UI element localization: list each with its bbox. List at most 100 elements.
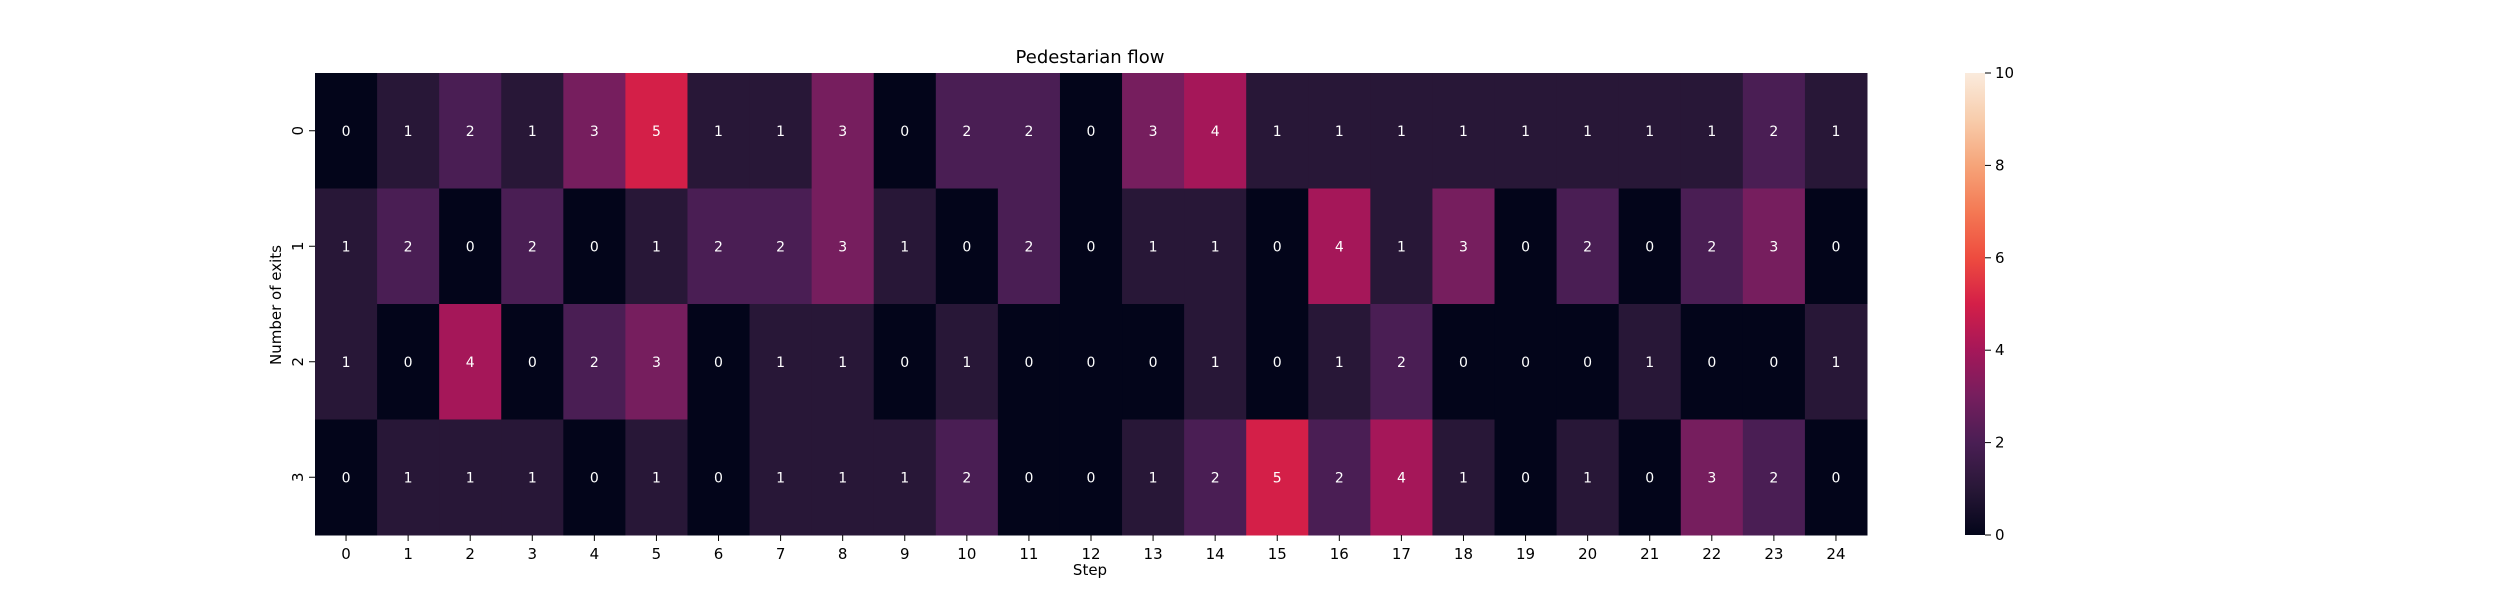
chart-title: Pedestarian flow xyxy=(1016,47,1165,68)
heatmap-cell xyxy=(563,304,626,420)
heatmap-cell-value: 1 xyxy=(838,470,847,486)
heatmap-cell-value: 1 xyxy=(528,124,537,140)
heatmap-cell xyxy=(997,73,1061,189)
heatmap-cell xyxy=(1432,419,1496,536)
heatmap-cell-value: 2 xyxy=(776,239,785,255)
heatmap-cell-value: 1 xyxy=(1397,124,1406,140)
heatmap-cell xyxy=(687,304,751,420)
heatmap-cell-value: 0 xyxy=(1087,239,1096,255)
heatmap-cell xyxy=(1122,73,1185,189)
heatmap-cell xyxy=(1246,304,1309,420)
heatmap-cell-value: 1 xyxy=(1459,124,1468,140)
heatmap-cell-value: 2 xyxy=(1335,470,1344,486)
x-tick-label: 13 xyxy=(1144,545,1163,563)
x-tick-label: 18 xyxy=(1454,545,1473,563)
heatmap-cell xyxy=(1432,304,1496,420)
heatmap-cell xyxy=(1804,188,1868,305)
colorbar xyxy=(1965,73,1985,535)
heatmap-cell xyxy=(315,188,378,305)
x-tick-label: 6 xyxy=(714,545,724,563)
colorbar-tick-label: 8 xyxy=(1995,156,2005,174)
heatmap-cell-value: 5 xyxy=(652,124,661,140)
heatmap-cell xyxy=(1059,188,1123,305)
heatmap-cell xyxy=(377,188,440,305)
heatmap-cell xyxy=(1059,419,1123,536)
heatmap-cell-value: 1 xyxy=(1583,470,1592,486)
heatmap-cell xyxy=(1184,304,1247,420)
heatmap-cell xyxy=(377,73,440,189)
y-tick-label: 1 xyxy=(289,241,307,251)
heatmap-cell xyxy=(563,188,626,305)
heatmap-cell xyxy=(811,304,875,420)
heatmap-cell-value: 1 xyxy=(652,470,661,486)
colorbar-tick-label: 6 xyxy=(1995,249,2005,267)
heatmap-cell-value: 2 xyxy=(1024,124,1033,140)
x-tick-label: 0 xyxy=(341,545,351,563)
heatmap-cell-value: 1 xyxy=(1645,355,1654,371)
heatmap-cell-value: 0 xyxy=(1273,355,1282,371)
y-tick-label: 0 xyxy=(289,126,307,136)
heatmap-cell-value: 2 xyxy=(528,239,537,255)
heatmap-cell xyxy=(439,304,502,420)
heatmap-cell xyxy=(315,419,378,536)
heatmap-cell-value: 0 xyxy=(590,239,599,255)
heatmap-cell xyxy=(1432,188,1496,305)
x-axis-ticks: 0 1 2 3 4 5 6 7 8 9 10 11 12 13 14 15 16 17 18 19 20 21 22 23 24 xyxy=(341,535,1846,563)
heatmap-cell xyxy=(935,73,999,189)
heatmap-cell-value: 1 xyxy=(838,355,847,371)
heatmap-cell-value: 3 xyxy=(838,239,847,255)
heatmap-cell xyxy=(1680,419,1744,536)
heatmap-cell-value: 0 xyxy=(528,355,537,371)
heatmap-cell-value: 0 xyxy=(1521,355,1530,371)
heatmap-cell xyxy=(1308,73,1371,189)
heatmap-cell xyxy=(315,304,378,420)
heatmap-cell xyxy=(563,419,626,536)
heatmap-cell xyxy=(625,304,688,420)
heatmap-cell xyxy=(997,419,1061,536)
heatmap-cell-value: 0 xyxy=(714,470,723,486)
x-tick-label: 2 xyxy=(465,545,475,563)
heatmap-cell xyxy=(1680,73,1744,189)
x-tick-label: 10 xyxy=(957,545,976,563)
heatmap-cell-value: 2 xyxy=(404,239,413,255)
heatmap-cell xyxy=(1308,188,1371,305)
heatmap-cell xyxy=(687,188,751,305)
heatmap-cell-value: 0 xyxy=(1087,124,1096,140)
heatmap-cell xyxy=(1494,419,1558,536)
heatmap-cell xyxy=(377,419,440,536)
heatmap-cell-value: 0 xyxy=(1831,470,1840,486)
heatmap-cell xyxy=(1246,73,1309,189)
heatmap-cell xyxy=(1618,419,1682,536)
heatmap-cell-value: 3 xyxy=(1769,239,1778,255)
heatmap-cell xyxy=(687,73,751,189)
x-tick-label: 12 xyxy=(1081,545,1100,563)
heatmap-cell-value: 2 xyxy=(466,124,475,140)
y-axis-label: Number of exits xyxy=(267,245,285,365)
heatmap-cell-value: 2 xyxy=(1024,239,1033,255)
heatmap-cell xyxy=(625,419,688,536)
heatmap-cell-value: 3 xyxy=(1459,239,1468,255)
heatmap-cell-value: 5 xyxy=(1273,470,1282,486)
heatmap-cell-value: 3 xyxy=(590,124,599,140)
heatmap-cell xyxy=(1618,188,1682,305)
heatmap-cell-value: 0 xyxy=(1087,470,1096,486)
heatmap-cell xyxy=(563,73,626,189)
heatmap-cell xyxy=(1494,188,1558,305)
heatmap-cell-value: 0 xyxy=(342,124,351,140)
heatmap-cell-value: 0 xyxy=(1087,355,1096,371)
heatmap-cell-value: 4 xyxy=(1335,239,1344,255)
heatmap-cell-value: 0 xyxy=(466,239,475,255)
heatmap-cell-value: 0 xyxy=(1024,355,1033,371)
colorbar-tick-label: 0 xyxy=(1995,526,2005,544)
heatmap-cell xyxy=(873,304,937,420)
heatmap-cell-value: 2 xyxy=(1769,124,1778,140)
heatmap-cell-value: 4 xyxy=(1397,470,1406,486)
heatmap-cell-value: 0 xyxy=(1707,355,1716,371)
x-tick-label: 14 xyxy=(1206,545,1225,563)
heatmap-cell xyxy=(1742,304,1806,420)
heatmap-cell-value: 1 xyxy=(1397,239,1406,255)
heatmap-cell-value: 2 xyxy=(1583,239,1592,255)
heatmap-cell xyxy=(1122,188,1185,305)
heatmap-cell xyxy=(935,188,999,305)
